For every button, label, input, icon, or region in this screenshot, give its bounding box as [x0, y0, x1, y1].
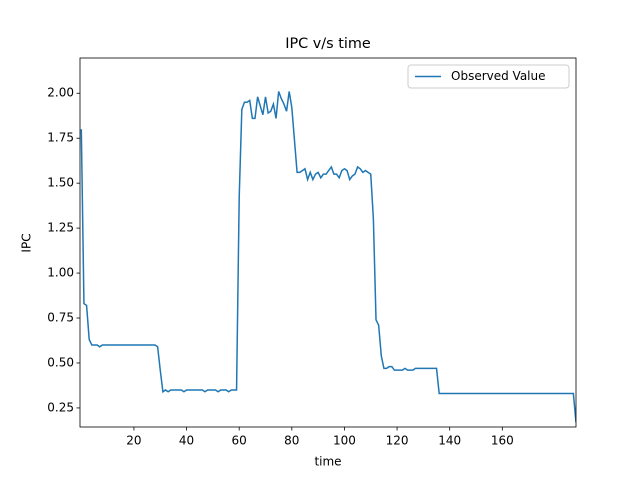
x-axis-label: time	[314, 455, 341, 469]
plot-frame	[79, 57, 577, 428]
y-tick-label: 1.75	[47, 131, 74, 145]
x-tick-label: 40	[179, 434, 194, 448]
y-tick-label: 2.00	[47, 86, 74, 100]
y-tick-label: 0.25	[47, 400, 74, 414]
x-tick-label: 80	[284, 434, 299, 448]
legend-label: Observed Value	[451, 69, 546, 83]
data-line	[80, 91, 576, 423]
x-tick-label: 60	[232, 434, 247, 448]
y-tick-label: 1.25	[47, 221, 74, 235]
legend-box	[407, 64, 570, 89]
chart-title: IPC v/s time	[285, 36, 371, 52]
y-tick-label: 0.75	[47, 311, 74, 325]
y-tick-label: 1.00	[47, 266, 74, 280]
x-tick-label: 20	[126, 434, 141, 448]
x-tick-label: 100	[333, 434, 356, 448]
y-axis-label: IPC	[20, 233, 34, 252]
y-tick-label: 1.50	[47, 176, 74, 190]
x-tick-label: 140	[438, 434, 461, 448]
y-tick-label: 0.50	[47, 355, 74, 369]
x-tick-label: 120	[386, 434, 409, 448]
x-tick-label: 160	[491, 434, 514, 448]
